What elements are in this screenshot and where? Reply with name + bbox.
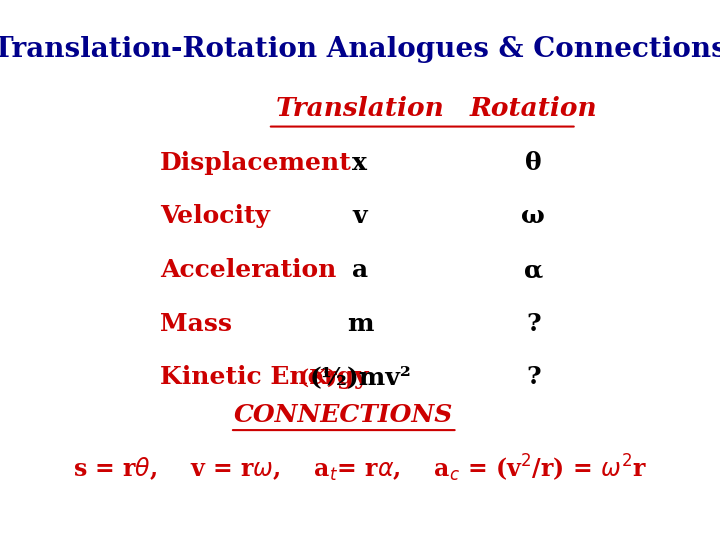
Text: v: v: [353, 204, 367, 228]
Text: α: α: [523, 258, 543, 282]
Text: Acceleration: Acceleration: [160, 258, 336, 282]
Text: Rotation: Rotation: [469, 96, 597, 122]
Text: Mass: Mass: [160, 312, 232, 336]
Text: θ: θ: [525, 151, 541, 174]
Text: (½)mv²: (½)mv²: [309, 366, 411, 389]
Text: Translation: Translation: [276, 96, 444, 122]
Text: Translation-Rotation Analogues & Connections: Translation-Rotation Analogues & Connect…: [0, 36, 720, 63]
Text: ?: ?: [526, 366, 541, 389]
Text: CONNECTIONS: CONNECTIONS: [234, 403, 454, 427]
Text: s = r$\theta$,    v = r$\omega$,    a$_t$= r$\alpha$,    a$_c$ = (v$^2$/r) = $\o: s = r$\theta$, v = r$\omega$, a$_t$= r$\…: [73, 453, 647, 484]
Text: x: x: [353, 151, 367, 174]
Text: Displacement: Displacement: [160, 151, 351, 174]
Text: ?: ?: [526, 312, 541, 336]
Text: (K): (K): [292, 367, 337, 387]
Text: m: m: [347, 312, 373, 336]
Text: Kinetic Energy: Kinetic Energy: [160, 366, 369, 389]
Text: ω: ω: [521, 204, 545, 228]
Text: Velocity: Velocity: [160, 204, 269, 228]
Text: a: a: [352, 258, 368, 282]
